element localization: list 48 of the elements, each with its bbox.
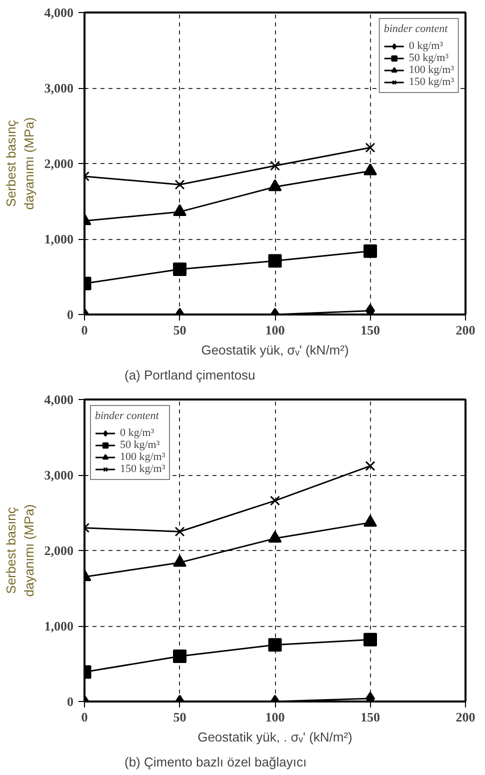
- legend-label: 50 kg/m³: [408, 52, 448, 64]
- y-tick-label: 4,000: [44, 5, 74, 20]
- point: [174, 526, 185, 537]
- legend-label: 100 kg/m³: [120, 451, 166, 463]
- point: [174, 180, 185, 190]
- point: [270, 496, 280, 506]
- x-tick-label: 0: [81, 322, 88, 338]
- legend-label: 50 kg/m³: [120, 439, 160, 451]
- x-tick-label: 150: [360, 710, 380, 724]
- point: [268, 530, 282, 543]
- y-tick-label: 2,000: [44, 543, 74, 558]
- x-tick-label: 50: [173, 710, 186, 724]
- y-tick-label: 1,000: [44, 232, 74, 246]
- point: [173, 554, 186, 567]
- x-tick-label: 200: [456, 322, 476, 338]
- x-tick-label: 100: [265, 710, 285, 724]
- point: [364, 514, 377, 527]
- x-tick-label: 0: [81, 710, 88, 724]
- y-tick-label: 3,000: [44, 468, 74, 482]
- x-axis-title: Geostatik yük, σᵥ' (kN/m²): [201, 342, 349, 358]
- x-tick-label: 150: [360, 322, 380, 338]
- point: [173, 204, 186, 216]
- legend-label: 0 kg/m³: [408, 40, 443, 52]
- x-tick-label: 200: [456, 710, 476, 724]
- point: [365, 142, 376, 153]
- legend-title: binder content: [95, 410, 160, 422]
- legend-label: 150 kg/m³: [408, 76, 454, 88]
- x-tick-label: 50: [173, 322, 186, 338]
- x-tick-label: 100: [265, 322, 285, 338]
- y-tick-label: 0: [67, 694, 74, 709]
- y-tick-label: 0: [67, 307, 74, 322]
- y-tick-label: 4,000: [44, 392, 74, 407]
- point: [364, 163, 377, 176]
- y-tick-label: 1,000: [44, 618, 74, 634]
- y-axis-title: Serbest basınç dayanımı (MPa): [3, 504, 36, 597]
- y-tick-label: 3,000: [44, 80, 74, 96]
- text: (a) Portland çimentosu: [124, 368, 256, 382]
- legend-label: 100 kg/m³: [408, 64, 454, 76]
- legend-label: 0 kg/m³: [120, 427, 154, 439]
- y-tick-label: 2,000: [44, 156, 74, 171]
- text: (b) Çimento bazlı özel bağlayıcı: [124, 754, 307, 770]
- y-axis-title: Serbest basınç dayanımı (MPa): [3, 117, 36, 210]
- legend-label: 150 kg/m³: [120, 463, 166, 475]
- legend-title: binder content: [384, 23, 449, 35]
- point: [270, 160, 280, 171]
- point: [365, 460, 376, 471]
- x-axis-title: Geostatik yük, . σᵥ' (kN/m²): [198, 730, 352, 744]
- point: [268, 179, 282, 192]
